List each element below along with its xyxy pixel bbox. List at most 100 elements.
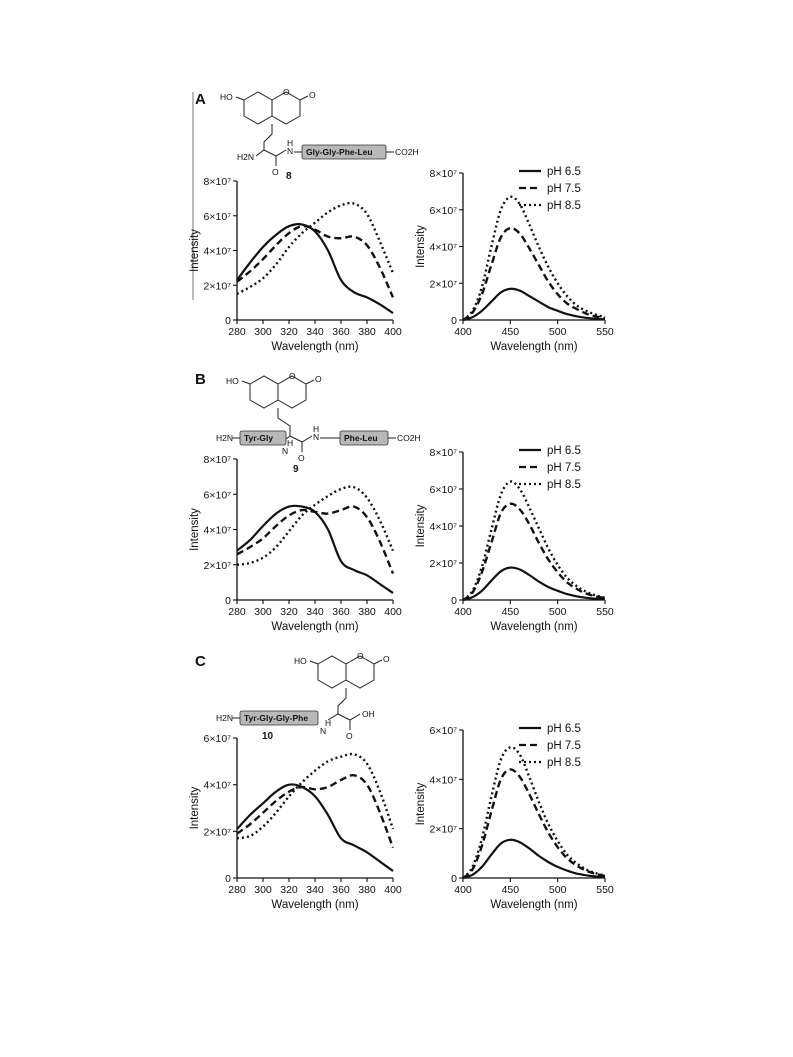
legend-label: pH 8.5 [547,757,581,769]
compound-number-10: 10 [262,731,274,742]
backbone-bond [327,713,361,721]
hydroxyl-bond [235,96,245,101]
y-tick-label: 2×10⁷ [204,280,232,292]
panel-letter-a: A [195,91,206,108]
x-tick-label: 340 [306,884,324,896]
y-tick-label: 2×10⁷ [430,558,458,570]
x-tick-label: 450 [502,326,520,338]
side-chain-bond [337,688,347,714]
legend-label: pH 7.5 [547,462,581,474]
y-tick-label: 6×10⁷ [430,725,458,737]
series-line-solid [462,287,606,322]
y-tick-label: 6×10⁷ [204,489,232,501]
backbone-bond [255,149,287,157]
chart-b-emission: 400 450 500 550 0 2×10⁷ 4×10⁷ 6×10⁷ 8×10⁷ Wavelen… [415,445,614,633]
x-tick-label: 320 [280,884,298,896]
chart-a-emission: 400 450 500 550 0 2×10⁷ 4×10⁷ 6×10⁷ 8×10⁷ Wavelen… [415,166,614,353]
series-line-dotted [462,745,606,879]
x-tick-label: 280 [228,884,246,896]
y-tick-label: 8×10⁷ [204,454,232,466]
y-tick-label: 4×10⁷ [430,774,458,786]
x-axis-label: Wavelength (nm) [271,341,358,353]
ring-oxygen-label: O [283,87,290,97]
chart-c-excitation: 280 300 320 340 360 380 400 0 2×10⁷ 4×10⁷ 6×10⁷ Wav… [189,733,402,911]
y-axis-label: Intensity [415,782,427,825]
peptide-label: Gly-Gly-Phe-Leu [306,147,373,157]
y-tick-label: 6×10⁷ [430,205,458,217]
y-tick-label: 0 [451,873,457,885]
amine-label: H2N [237,152,254,162]
ring-oxygen-label: O [289,371,296,381]
y-tick-label: 8×10⁷ [204,176,232,188]
series-line-dotted [236,752,395,840]
legend-label: pH 8.5 [547,200,581,212]
legend-label: pH 6.5 [547,723,581,735]
peptide-left-label: Tyr-Gly [244,433,273,443]
x-tick-label: 300 [254,326,272,338]
peptide-label: Tyr-Gly-Gly-Phe [244,713,308,723]
ho-label: HO [226,376,239,386]
x-axis-label: Wavelength (nm) [490,899,577,911]
peptide-right-label: Phe-Leu [344,433,378,443]
x-tick-label: 500 [549,326,567,338]
benzene-ring [317,655,347,689]
series-line-solid [236,504,394,594]
legend-label: pH 8.5 [547,479,581,491]
pyrone-ring [271,91,301,125]
series-line-dashed [236,224,395,298]
acid-oxygen-label: O [346,731,353,741]
x-tick-label: 450 [502,606,520,618]
amine-label: H2N [216,433,233,443]
oh-label: OH [362,709,375,719]
nh-n-label: N [287,146,293,156]
legend-label: pH 6.5 [547,445,581,457]
ring-oxygen-label: O [357,651,364,661]
x-tick-label: 380 [358,326,376,338]
nh-left-h-label: H [287,438,293,448]
nh-h-label: H [287,138,293,148]
chart-b-excitation: 280 300 320 340 360 380 400 0 2×10⁷ 4×10⁷ 6×10⁷ 8×1… [189,454,402,633]
series-line-dashed [236,774,395,849]
nh-h-label: H [325,718,331,728]
y-tick-label: 2×10⁷ [204,560,232,572]
x-axis-label: Wavelength (nm) [271,899,358,911]
y-tick-label: 0 [225,873,231,885]
series-line-dashed [236,505,395,575]
x-tick-label: 500 [549,884,567,896]
y-tick-label: 0 [225,595,231,607]
x-tick-label: 400 [384,326,402,338]
series-line-dotted [462,480,606,601]
benzene-ring [243,91,273,125]
x-tick-label: 340 [306,606,324,618]
y-tick-label: 2×10⁷ [430,278,458,290]
y-tick-label: 4×10⁷ [430,521,458,533]
nh-n-label: N [320,726,326,736]
x-axis-label: Wavelength (nm) [490,621,577,633]
amide-oxygen-label: O [272,167,279,177]
y-tick-label: 8×10⁷ [430,447,458,459]
nh-right-h-label: H [313,424,319,434]
x-tick-label: 400 [454,326,472,338]
pyrone-ring [345,655,375,689]
y-tick-label: 0 [451,315,457,327]
panel-a: A HO O O H2N H N O Gly-Gly-Phe-Leu CO2H … [192,87,419,300]
x-tick-label: 400 [384,884,402,896]
x-tick-label: 380 [358,606,376,618]
x-tick-label: 360 [332,326,350,338]
y-axis-label: Intensity [189,508,201,551]
series-line-dashed [462,502,606,602]
side-chain-bond [263,124,273,150]
x-tick-label: 550 [596,606,614,618]
carbonyl-bond [299,95,309,101]
peptide-box [239,710,319,726]
ho-label: HO [220,92,233,102]
cooh-label: CO2H [397,433,421,443]
x-tick-label: 340 [306,326,324,338]
series-line-solid [236,783,394,872]
x-tick-label: 450 [502,884,520,896]
x-tick-label: 360 [332,884,350,896]
x-tick-label: 300 [254,606,272,618]
x-tick-label: 280 [228,606,246,618]
y-tick-label: 6×10⁷ [204,733,232,745]
x-tick-label: 550 [596,326,614,338]
